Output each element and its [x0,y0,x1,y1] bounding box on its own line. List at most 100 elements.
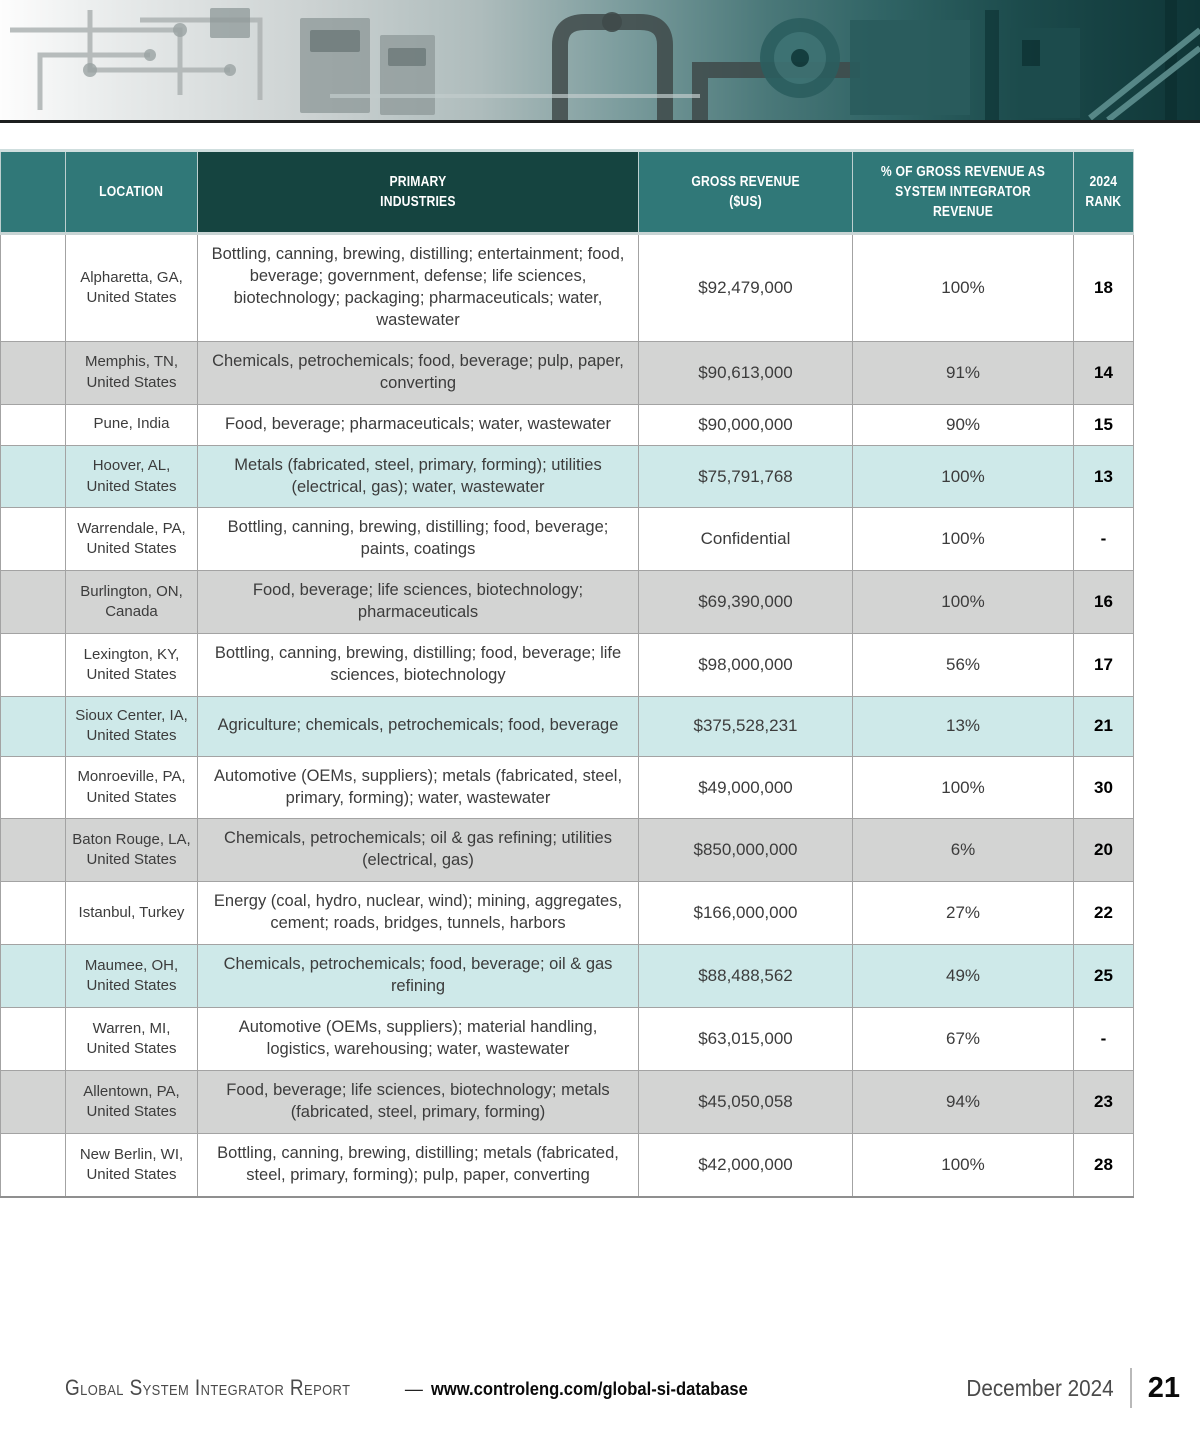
cell-si-revenue-percent: 94% [852,1069,1074,1134]
cell-gross-revenue: $88,488,562 [638,944,853,1009]
cell-rank: 18 [1073,233,1134,342]
cell-si-revenue-percent: 6% [852,818,1074,883]
table-row: New Berlin, WI, United States Bottling, … [0,1132,1134,1198]
cell-location: Lexington, KY, United States [65,633,198,698]
table-row: Hoover, AL, United States Metals (fabric… [0,444,1134,509]
table-row: Monroeville, PA, United States Automotiv… [0,755,1134,820]
table-row: Memphis, TN, United States Chemicals, pe… [0,340,1134,405]
cell-gross-revenue: $49,000,000 [638,755,853,820]
table-header-row: LOCATION PRIMARY INDUSTRIES GROSS REVENU… [0,150,1134,234]
cell-stub [0,403,66,446]
cell-stub [0,340,66,405]
cell-location: Allentown, PA, United States [65,1069,198,1134]
cell-gross-revenue: $850,000,000 [638,818,853,883]
cell-primary-industries: Automotive (OEMs, suppliers); material h… [197,1007,639,1071]
cell-stub [0,1132,66,1198]
cell-location: Baton Rouge, LA, United States [65,818,198,883]
cell-si-revenue-percent: 91% [852,340,1074,405]
cell-gross-revenue: $75,791,768 [638,444,853,509]
cell-location: Maumee, OH, United States [65,944,198,1009]
cell-stub [0,633,66,698]
table-row: Warrendale, PA, United States Bottling, … [0,507,1134,572]
cell-primary-industries: Bottling, canning, brewing, distilling; … [197,233,639,342]
cell-si-revenue-percent: 100% [852,570,1074,635]
report-title: Global System Integrator Report [65,1375,351,1400]
cell-location: Alpharetta, GA, United States [65,233,198,342]
cell-location: Pune, India [65,403,198,446]
footer-issue-block: December 2024 21 [950,1368,1180,1408]
cell-stub [0,507,66,572]
cell-gross-revenue: $42,000,000 [638,1132,853,1198]
em-dash: — [404,1379,423,1399]
cell-stub [0,233,66,342]
cell-gross-revenue: $98,000,000 [638,633,853,698]
cell-location: Sioux Center, IA, United States [65,696,198,757]
header-cell-2024-rank: 2024 RANK [1073,150,1134,234]
cell-si-revenue-percent: 49% [852,944,1074,1009]
cell-location: Burlington, ON, Canada [65,570,198,635]
cell-stub [0,755,66,820]
table-row: Allentown, PA, United States Food, bever… [0,1069,1134,1134]
table-row: Istanbul, Turkey Energy (coal, hydro, nu… [0,881,1134,946]
cell-primary-industries: Food, beverage; life sciences, biotechno… [197,570,639,635]
table-row: Burlington, ON, Canada Food, beverage; l… [0,570,1134,635]
cell-primary-industries: Energy (coal, hydro, nuclear, wind); min… [197,881,639,946]
cell-rank: 16 [1073,570,1134,635]
cell-gross-revenue: Confidential [638,507,853,572]
cell-location: Istanbul, Turkey [65,881,198,946]
cell-primary-industries: Chemicals, petrochemicals; oil & gas ref… [197,818,639,883]
page-number-divider [1129,1368,1132,1408]
cell-location: Monroeville, PA, United States [65,755,198,820]
table-row: Sioux Center, IA, United States Agricult… [0,696,1134,757]
cell-rank: 25 [1073,944,1134,1009]
cell-location: Warren, MI, United States [65,1007,198,1071]
table-row: Baton Rouge, LA, United States Chemicals… [0,818,1134,883]
table-row: Pune, India Food, beverage; pharmaceutic… [0,403,1134,446]
cell-primary-industries: Metals (fabricated, steel, primary, form… [197,444,639,509]
issue-date: December 2024 [966,1374,1114,1401]
cell-primary-industries: Bottling, canning, brewing, distilling; … [197,507,639,572]
cell-primary-industries: Automotive (OEMs, suppliers); metals (fa… [197,755,639,820]
cell-rank: 15 [1073,403,1134,446]
header-cell-location: LOCATION [65,150,198,234]
cell-location: New Berlin, WI, United States [65,1132,198,1198]
cell-gross-revenue: $45,050,058 [638,1069,853,1134]
cell-stub [0,881,66,946]
header-cell-primary-industries: PRIMARY INDUSTRIES [197,150,639,234]
cell-rank: 21 [1073,696,1134,757]
cell-gross-revenue: $90,000,000 [638,403,853,446]
cell-si-revenue-percent: 100% [852,444,1074,509]
cell-primary-industries: Bottling, canning, brewing, distilling; … [197,633,639,698]
cell-gross-revenue: $375,528,231 [638,696,853,757]
cell-si-revenue-percent: 100% [852,233,1074,342]
cell-si-revenue-percent: 100% [852,507,1074,572]
cell-location: Warrendale, PA, United States [65,507,198,572]
cell-gross-revenue: $166,000,000 [638,881,853,946]
cell-rank: - [1073,507,1134,572]
cell-rank: 14 [1073,340,1134,405]
cell-primary-industries: Agriculture; chemicals, petrochemicals; … [197,696,639,757]
cell-si-revenue-percent: 67% [852,1007,1074,1071]
page-footer: Global System Integrator Report — www.co… [65,1362,1180,1414]
footer-report-line: Global System Integrator Report — www.co… [65,1375,775,1401]
cell-rank: - [1073,1007,1134,1071]
cell-primary-industries: Food, beverage; pharmaceuticals; water, … [197,403,639,446]
industrial-photo-banner [0,0,1200,123]
system-integrator-table: LOCATION PRIMARY INDUSTRIES GROSS REVENU… [0,149,1134,1198]
cell-rank: 22 [1073,881,1134,946]
cell-si-revenue-percent: 100% [852,1132,1074,1198]
cell-si-revenue-percent: 56% [852,633,1074,698]
cell-primary-industries: Chemicals, petrochemicals; food, beverag… [197,340,639,405]
cell-stub [0,696,66,757]
cell-stub [0,444,66,509]
cell-stub [0,1007,66,1071]
cell-si-revenue-percent: 13% [852,696,1074,757]
cell-gross-revenue: $69,390,000 [638,570,853,635]
table-row: Warren, MI, United States Automotive (OE… [0,1007,1134,1071]
page-number: 21 [1147,1371,1180,1404]
table-row: Lexington, KY, United States Bottling, c… [0,633,1134,698]
cell-stub [0,570,66,635]
cell-stub [0,818,66,883]
cell-stub [0,1069,66,1134]
cell-si-revenue-percent: 27% [852,881,1074,946]
